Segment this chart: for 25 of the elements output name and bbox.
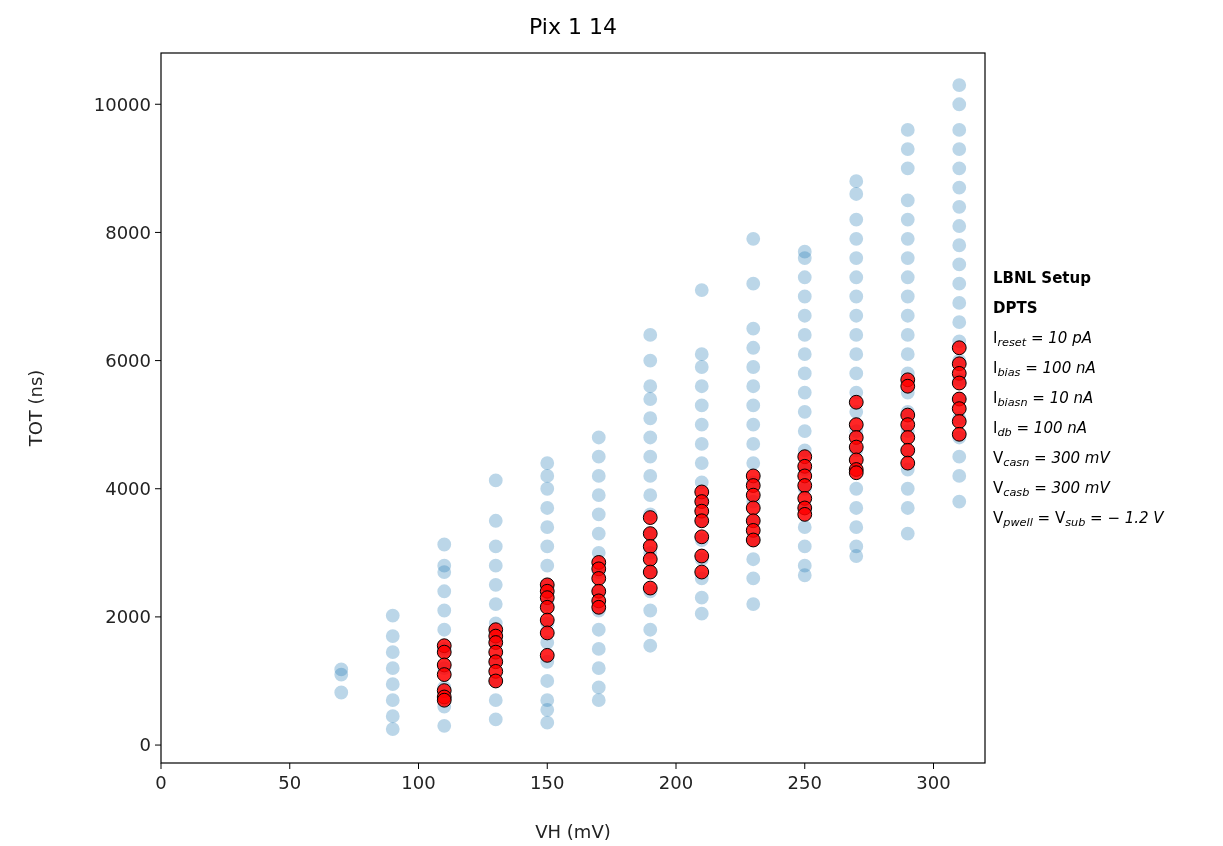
text: V$_{casn}$ = 300 mV — [993, 449, 1112, 469]
y-tick-label: 6000 — [105, 349, 151, 371]
chart-title: Pix 1 14 — [529, 14, 617, 39]
text: I$_{bias}$ = 100 nA — [993, 359, 1096, 379]
x-tick-label: 50 — [278, 772, 302, 793]
y-axis-title: TOT (ns) — [25, 369, 46, 448]
x-tick-label: 100 — [401, 772, 436, 793]
text: I$_{db}$ = 100 nA — [993, 419, 1088, 439]
text: DPTS — [993, 299, 1038, 317]
text: V$_{pwell}$ = V$_{sub}$ = − 1.2 V — [993, 509, 1166, 529]
y-tick-label: 10000 — [93, 93, 151, 115]
text: I$_{biasn}$ = 10 nA — [993, 389, 1094, 409]
text: LBNL Setup — [993, 269, 1092, 287]
y-tick-label: 4000 — [105, 478, 151, 500]
x-tick-label: 300 — [916, 772, 951, 793]
x-tick-label: 0 — [155, 772, 167, 793]
x-axis-title: VH (mV) — [535, 821, 611, 842]
text: I$_{reset}$ = 10 pA — [993, 329, 1092, 349]
x-tick-label: 250 — [787, 772, 822, 793]
y-tick-label: 8000 — [105, 221, 151, 243]
y-tick-label: 0 — [139, 734, 151, 756]
text: V$_{casb}$ = 300 mV — [993, 479, 1112, 499]
x-tick-label: 150 — [530, 772, 565, 793]
x-tick-label: 200 — [658, 772, 694, 793]
y-tick-label: 2000 — [105, 606, 151, 628]
